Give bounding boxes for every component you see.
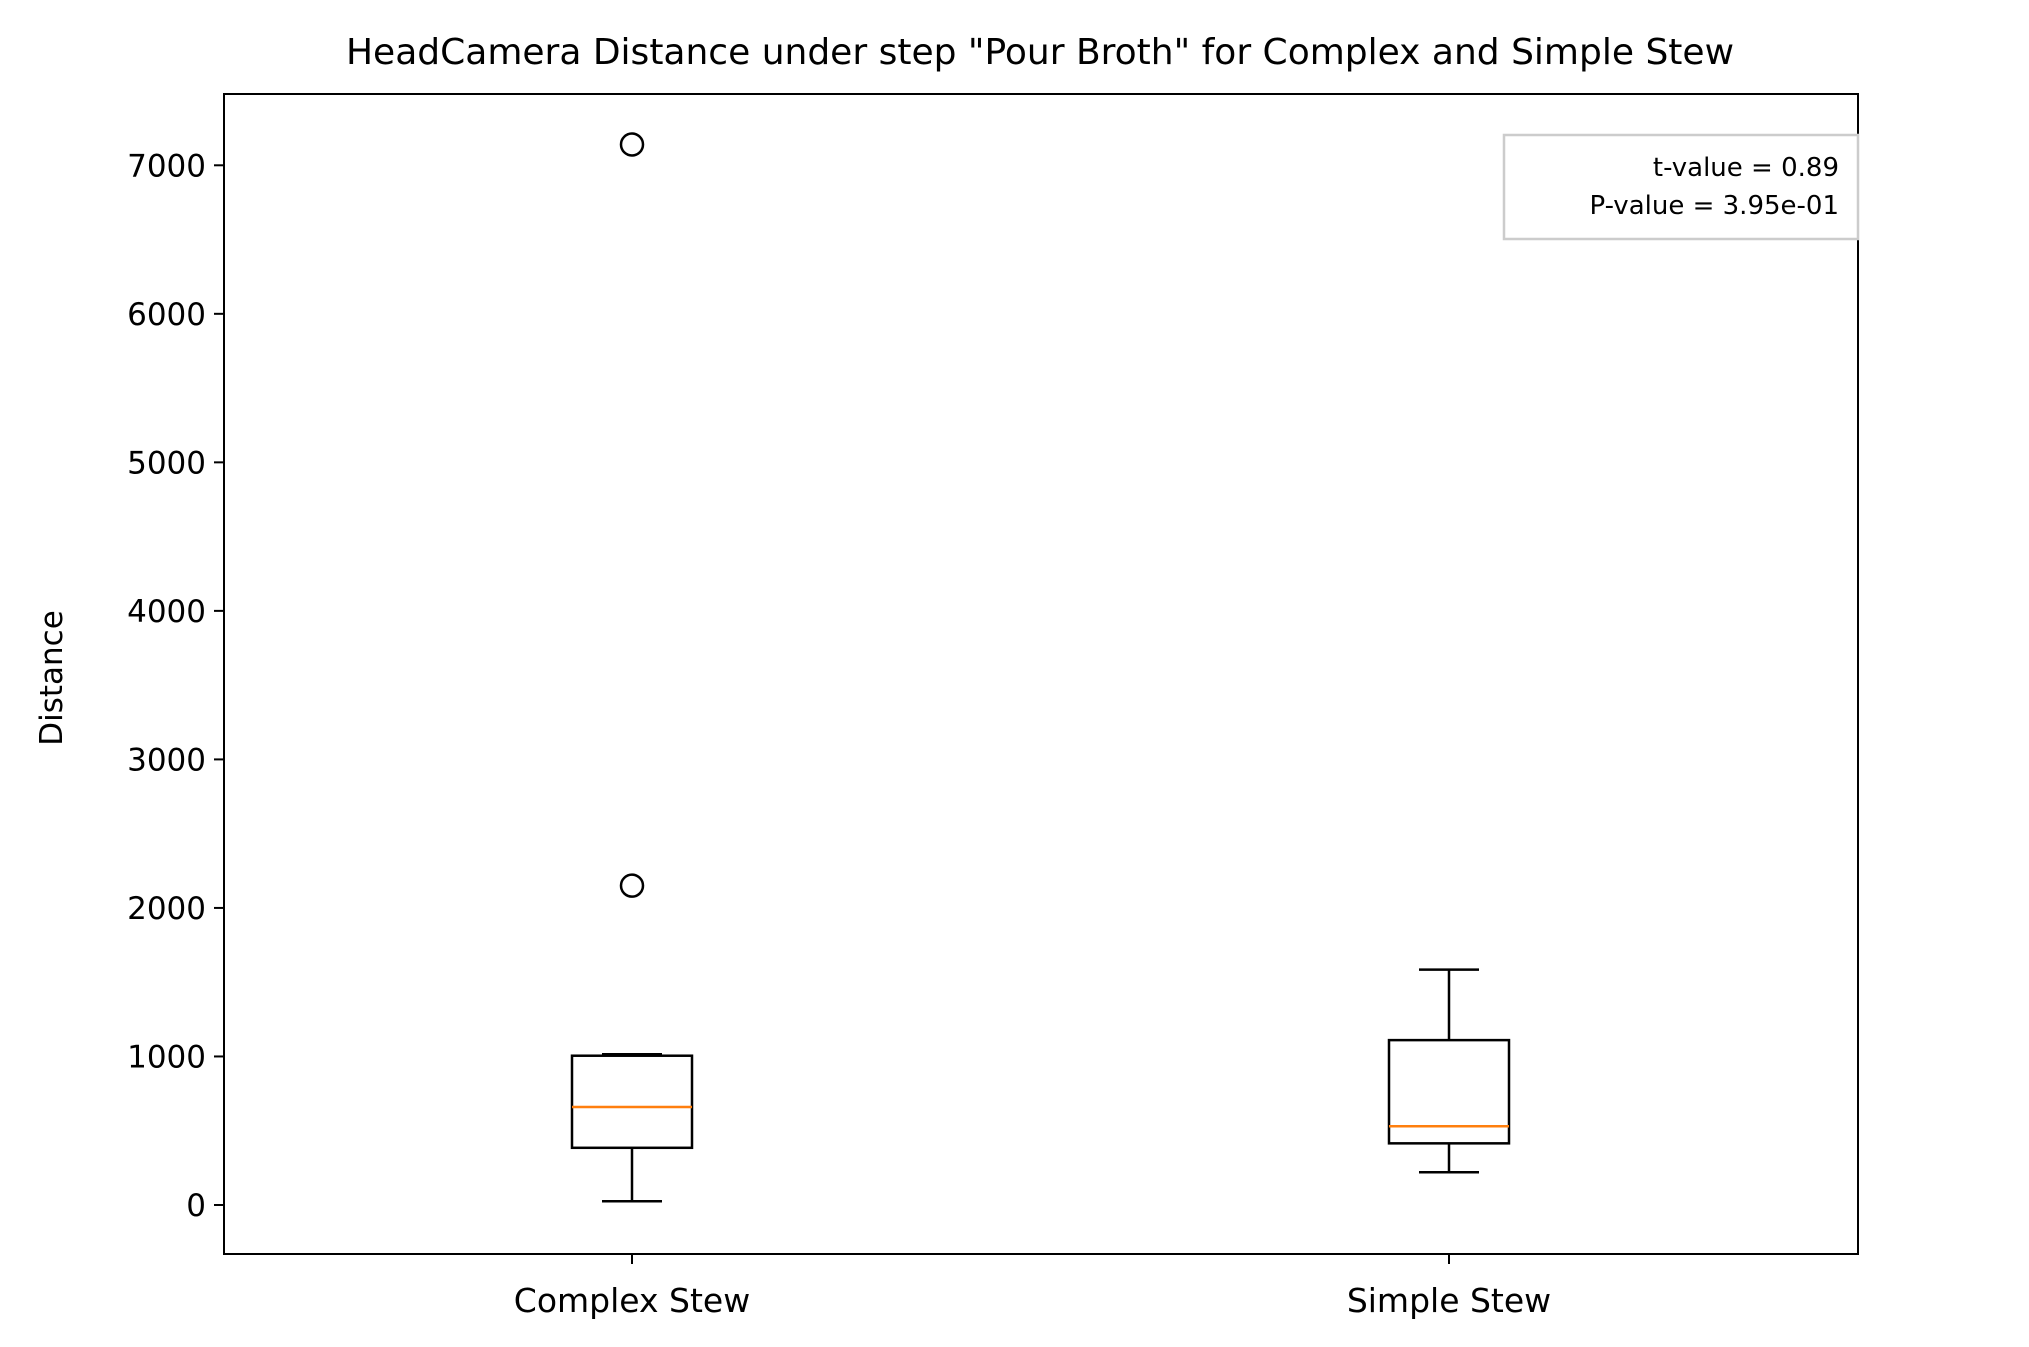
outlier-point [619, 873, 645, 898]
stats-annotation: t-value = 0.89 P-value = 3.95e-01 [1502, 133, 1860, 241]
y-tick-label: 7000 [127, 148, 206, 184]
stats-annotation-frame [1502, 133, 1860, 241]
y-tick-label: 6000 [127, 297, 206, 333]
plot-area-frame [223, 93, 1859, 1255]
outlier-point [619, 132, 645, 157]
chart-title: HeadCamera Distance under step "Pour Bro… [346, 32, 1734, 73]
box-group [570, 132, 694, 1203]
t-value-text: t-value = 0.89 [1653, 153, 1839, 183]
x-axis-ticks: Complex Stew Simple Stew [514, 1254, 1551, 1320]
box-iqr [570, 1054, 694, 1150]
y-tick-label: 4000 [127, 594, 206, 630]
p-value-text: P-value = 3.95e-01 [1590, 191, 1839, 221]
y-axis-ticks: 0 1000 2000 3000 4000 5000 6000 7000 [127, 148, 224, 1224]
y-tick-label: 3000 [127, 742, 206, 778]
y-tick-label: 0 [186, 1188, 206, 1224]
box-series [570, 132, 1511, 1203]
box-group [1387, 968, 1511, 1174]
y-tick-label: 2000 [127, 891, 206, 927]
x-tick-label: Simple Stew [1347, 1281, 1551, 1320]
y-tick-label: 1000 [127, 1039, 206, 1075]
y-tick-label: 5000 [127, 445, 206, 481]
x-tick-label: Complex Stew [514, 1281, 750, 1320]
y-axis-label: Distance [34, 610, 70, 746]
box-iqr [1387, 1038, 1511, 1145]
